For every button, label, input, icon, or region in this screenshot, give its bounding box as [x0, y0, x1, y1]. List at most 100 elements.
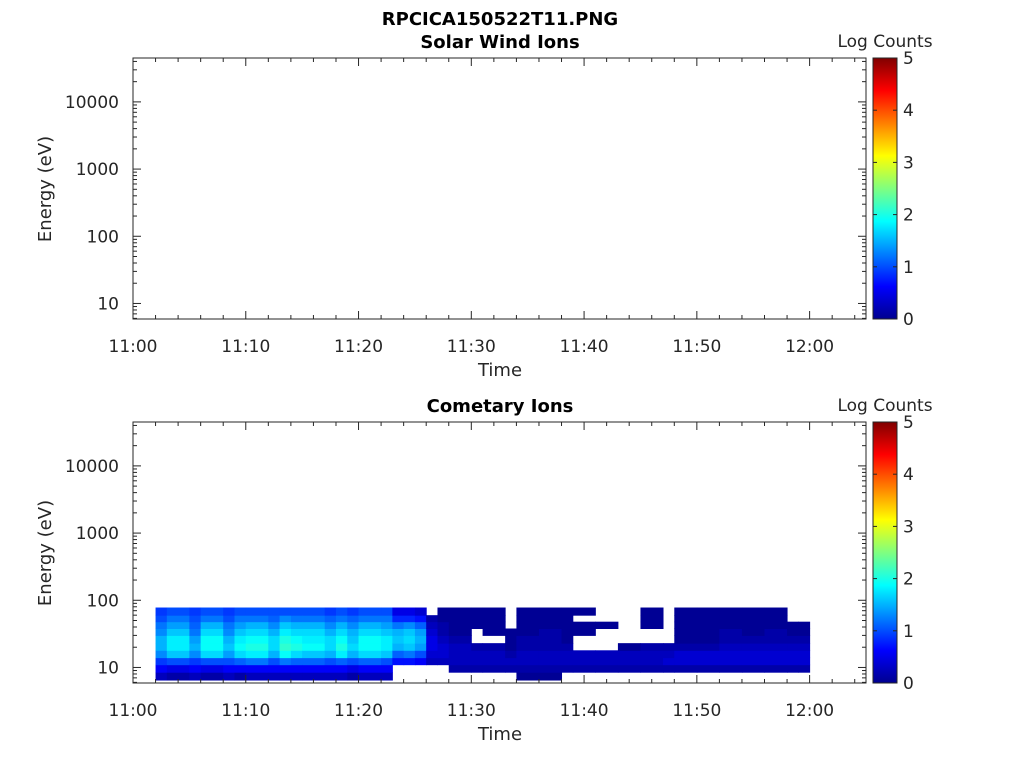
x-tick-label: 12:00 — [785, 337, 834, 357]
spectrogram-cells — [155, 607, 811, 681]
spectrogram-cell — [538, 672, 563, 681]
spectrogram-cell — [200, 628, 224, 636]
spectrogram-cell — [516, 607, 540, 616]
spectrogram-cell — [381, 672, 393, 681]
spectrogram-cell — [268, 635, 281, 644]
spectrogram-cell — [335, 621, 348, 629]
spectrogram-cell — [674, 664, 698, 673]
spectrogram-cell — [200, 650, 224, 659]
spectrogram-cell — [516, 672, 540, 681]
spectrogram-cell — [414, 628, 427, 636]
spectrogram-cell — [279, 607, 292, 616]
spectrogram-cell — [572, 607, 596, 616]
spectrogram-cell — [595, 664, 619, 673]
spectrogram-cell — [302, 643, 326, 651]
spectrogram-cell — [189, 621, 202, 629]
spectrogram-cell — [166, 643, 190, 651]
spectrogram-cell — [324, 672, 337, 681]
axis-ticks: 11:00 11:10 11:20 11:30 11:40 11:50 12:00 10 100… — [65, 58, 866, 357]
spectrogram-cell — [719, 615, 743, 623]
spectrogram-cell — [290, 615, 303, 623]
spectrogram-cell — [223, 664, 235, 673]
spectrogram-cell — [561, 650, 574, 659]
spectrogram-cell — [787, 628, 799, 636]
spectrogram-cell — [279, 615, 292, 623]
spectrogram-cell — [538, 643, 563, 651]
spectrogram-cell — [166, 628, 190, 636]
spectrogram-cell — [617, 643, 641, 651]
colorbar-tick-label: 0 — [903, 310, 914, 330]
colorbar-tick-label: 4 — [903, 101, 914, 121]
spectrogram-cell — [358, 672, 382, 681]
spectrogram-cell — [324, 615, 337, 623]
x-tick-label: 11:10 — [221, 337, 270, 357]
spectrogram-cell — [674, 650, 698, 659]
spectrogram-cell — [200, 635, 224, 644]
y-tick-label: 10000 — [65, 93, 119, 113]
spectrogram-cell — [696, 621, 720, 629]
spectrogram-cell — [640, 615, 664, 623]
spectrogram-cell — [764, 621, 788, 629]
spectrogram-cell — [155, 643, 168, 651]
spectrogram-cell — [561, 635, 574, 644]
spectrogram-cell — [234, 628, 247, 636]
spectrogram-cell — [324, 650, 337, 659]
spectrogram-cell — [381, 650, 393, 659]
spectrogram-cell — [268, 615, 281, 623]
spectrogram-cell — [482, 621, 506, 629]
spectrogram-cell — [505, 650, 517, 659]
spectrogram-cell — [561, 664, 574, 673]
spectrogram-cell — [437, 628, 450, 636]
spectrogram-cell — [437, 657, 450, 666]
spectrogram-cell — [335, 607, 348, 616]
spectrogram-cell — [663, 650, 675, 659]
spectrogram-cell — [482, 657, 506, 666]
spectrogram-cell — [505, 643, 517, 651]
spectrogram-cell — [223, 607, 235, 616]
y-tick-label: 10 — [97, 658, 119, 678]
spectrogram-cell — [403, 615, 416, 623]
spectrogram-cell — [448, 657, 472, 666]
spectrogram-cell — [155, 621, 168, 629]
spectrogram-cell — [189, 628, 202, 636]
spectrogram-cell — [448, 664, 472, 673]
x-tick-label: 12:00 — [785, 701, 834, 721]
spectrogram-cell — [302, 650, 326, 659]
spectrogram-cell — [516, 657, 540, 666]
spectrogram-cell — [268, 657, 281, 666]
spectrogram-cell — [572, 628, 596, 636]
y-axis-label: Energy (eV) — [35, 136, 56, 242]
spectrogram-cell — [155, 607, 168, 616]
spectrogram-cell — [538, 621, 563, 629]
spectrogram-cell — [200, 615, 224, 623]
spectrogram-cell — [538, 615, 563, 623]
panel-cometary: Cometary Ions 11:00 11:10 11:20 11:30 11:40 1… — [35, 396, 933, 745]
spectrogram-cell — [155, 615, 168, 623]
spectrogram-cell — [200, 643, 224, 651]
spectrogram-cell — [538, 664, 563, 673]
spectrogram-cell — [234, 672, 247, 681]
panel-title: Cometary Ions — [427, 396, 574, 417]
spectrogram-cell — [448, 635, 472, 644]
spectrogram-cell — [268, 650, 281, 659]
colorbar-tick-label: 3 — [903, 517, 914, 537]
spectrogram-cell — [663, 657, 675, 666]
colorbar-tick-label: 0 — [903, 674, 914, 694]
spectrogram-cell — [268, 643, 281, 651]
spectrogram-cell — [335, 672, 348, 681]
spectrogram-cell — [347, 615, 360, 623]
spectrogram-cell — [324, 635, 337, 644]
spectrogram-cell — [234, 650, 247, 659]
spectrogram-cell — [245, 664, 269, 673]
spectrogram-cell — [200, 621, 224, 629]
spectrogram-cell — [155, 664, 168, 673]
spectrogram-cell — [290, 628, 303, 636]
spectrogram-cell — [426, 628, 438, 636]
spectrogram-cell — [719, 664, 743, 673]
x-tick-label: 11:30 — [447, 701, 496, 721]
spectrogram-cell — [798, 664, 811, 673]
spectrogram-cell — [403, 635, 416, 644]
spectrogram-cell — [381, 615, 393, 623]
spectrogram-cell — [719, 621, 743, 629]
spectrogram-cell — [617, 657, 641, 666]
